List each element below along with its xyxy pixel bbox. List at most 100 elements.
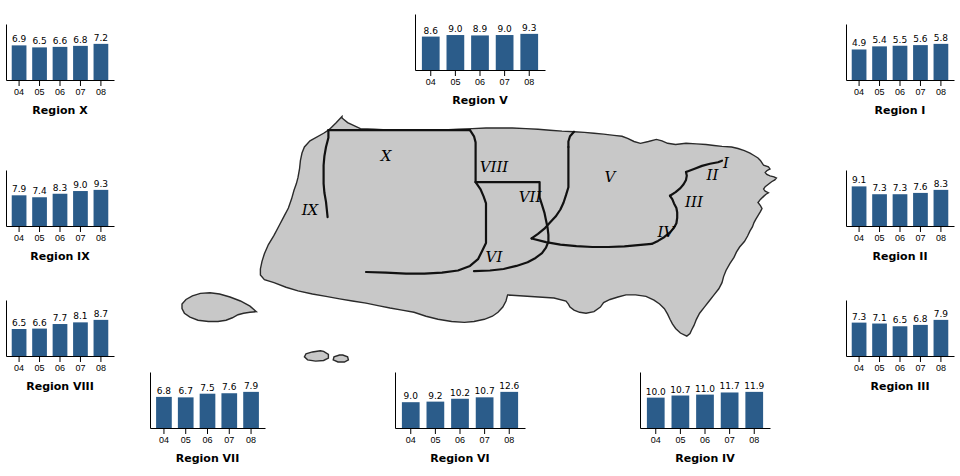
x-tick-label: 08 (749, 435, 759, 445)
x-tick: 05 (875, 226, 885, 243)
data-label: 8.1 (73, 311, 87, 321)
chart-title: Region X (32, 104, 88, 117)
y-axis-line (395, 373, 396, 429)
data-label: 7.6 (222, 382, 237, 392)
x-tick-mark (940, 80, 941, 86)
chart-title: Region IX (30, 250, 90, 263)
x-tick: 08 (936, 356, 946, 373)
region-border (532, 238, 652, 247)
x-tick-mark (879, 80, 880, 86)
x-tick-label: 07 (75, 87, 85, 97)
x-tick: 06 (55, 80, 65, 97)
mini-chart: 9.17.37.37.68.30405060708Region II (847, 171, 955, 264)
x-tick: 07 (725, 428, 735, 445)
x-tick-label: 05 (35, 233, 45, 243)
x-tick-label: 06 (55, 363, 65, 373)
x-tick-label: 08 (936, 363, 946, 373)
x-tick-label: 08 (96, 233, 106, 243)
bar (73, 191, 88, 226)
data-label: 7.9 (244, 381, 259, 391)
x-tick: 08 (504, 428, 514, 445)
x-tick-mark (60, 80, 61, 86)
x-tick-label: 05 (875, 233, 885, 243)
x-tick-mark (859, 226, 860, 232)
bar (913, 45, 928, 80)
bar (94, 44, 109, 80)
bar (32, 197, 47, 226)
x-tick-mark (100, 80, 101, 86)
x-tick: 04 (14, 356, 24, 373)
x-tick: 07 (75, 226, 85, 243)
bar (893, 326, 908, 356)
x-tick-mark (900, 356, 901, 362)
x-tick-mark (859, 356, 860, 362)
data-label: 5.4 (872, 35, 887, 45)
x-tick-label: 06 (895, 363, 905, 373)
x-tick: 05 (450, 70, 460, 87)
x-tick-mark (39, 356, 40, 362)
data-label: 12.6 (499, 381, 519, 391)
region-border (474, 182, 548, 271)
x-tick-mark (484, 428, 485, 434)
x-tick-mark (940, 226, 941, 232)
x-tick-label: 05 (35, 87, 45, 97)
x-tick: 06 (895, 226, 905, 243)
data-label: 6.5 (893, 315, 907, 325)
bar (427, 402, 445, 428)
x-axis: 0405060708 (151, 428, 266, 445)
y-axis (846, 25, 847, 81)
x-axis: 0405060708 (7, 226, 115, 243)
x-tick-label: 05 (181, 435, 191, 445)
bars (156, 392, 259, 428)
x-tick: 05 (875, 80, 885, 97)
y-axis (6, 301, 7, 357)
bar (500, 392, 518, 428)
x-tick: 07 (480, 428, 490, 445)
y-axis-line (6, 171, 7, 227)
data-label: 10.0 (646, 387, 666, 397)
y-axis (6, 25, 7, 81)
y-axis (6, 171, 7, 227)
x-tick-label: 07 (224, 435, 234, 445)
x-tick: 04 (651, 428, 661, 445)
x-tick-mark (80, 356, 81, 362)
x-tick-mark (729, 428, 730, 434)
region-numeral: I (722, 154, 730, 172)
region-numeral: VII (519, 188, 543, 206)
data-label: 7.9 (12, 184, 27, 194)
x-tick-label: 07 (75, 233, 85, 243)
x-tick-label: 04 (14, 363, 24, 373)
y-axis (640, 373, 641, 429)
x-tick-mark (185, 428, 186, 434)
data-label: 7.3 (893, 183, 907, 193)
x-tick: 05 (675, 428, 685, 445)
x-tick: 04 (854, 356, 864, 373)
x-tick-label: 08 (504, 435, 514, 445)
x-tick-label: 08 (96, 87, 106, 97)
x-tick: 06 (202, 428, 212, 445)
data-label: 10.7 (475, 386, 495, 396)
x-tick-label: 06 (700, 435, 710, 445)
x-tick-mark (920, 226, 921, 232)
x-tick-label: 07 (480, 435, 490, 445)
mini-chart: 10.010.711.011.711.90405060708Region IV (641, 373, 771, 466)
x-tick-label: 07 (915, 87, 925, 97)
mini-chart: 6.96.56.66.87.20405060708Region X (7, 25, 115, 118)
data-label: 10.7 (670, 385, 690, 395)
data-label: 6.6 (32, 318, 47, 328)
mini-chart: 9.09.210.210.712.60405060708Region VI (396, 373, 526, 466)
bars (422, 34, 538, 70)
data-label: 7.2 (94, 33, 108, 43)
x-tick-label: 04 (854, 233, 864, 243)
region-numeral: VI (486, 248, 504, 266)
x-tick-mark (460, 428, 461, 434)
chart-title: Region III (870, 380, 929, 393)
x-tick: 06 (895, 80, 905, 97)
x-tick: 06 (895, 356, 905, 373)
bar (178, 397, 194, 428)
region-border (568, 132, 574, 147)
bars (12, 44, 109, 80)
x-tick-mark (480, 70, 481, 76)
x-tick-label: 06 (55, 233, 65, 243)
data-label: 6.8 (157, 386, 172, 396)
